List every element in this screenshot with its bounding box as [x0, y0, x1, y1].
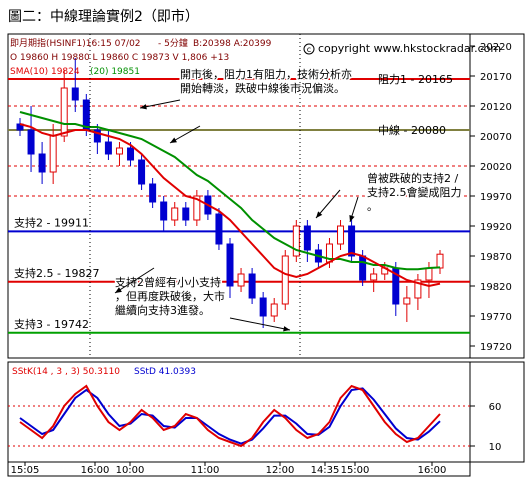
arrow-support25-head — [349, 215, 355, 222]
candle-body — [414, 279, 422, 299]
price-tick-label: 19770 — [480, 312, 512, 323]
annotation-right: 支持2.5會變成阻力 — [367, 185, 462, 199]
candle-body — [303, 225, 311, 251]
stoch-tick-label: 10 — [489, 442, 502, 453]
candle-body — [270, 303, 278, 317]
candle-body — [348, 225, 356, 257]
candle-body — [248, 273, 256, 299]
arrow-support3 — [229, 317, 291, 331]
time-tick-label: 14:35 — [311, 465, 340, 476]
candle-body — [337, 225, 345, 245]
candle-body — [93, 129, 101, 143]
copyright-symbol: c — [307, 45, 311, 54]
stoch-axis-frame — [469, 361, 525, 463]
sma20-label: (20) 19851 — [90, 67, 140, 77]
annotation-top: 開市後，阻力1有阻力，技術分析亦 — [180, 67, 352, 81]
stoch-k-line — [19, 384, 441, 448]
time-tick-label: 12:00 — [266, 465, 295, 476]
header-bid-ask: B:20398 A:20399 — [193, 39, 272, 49]
sma10-label: SMA(10) 19824 — [10, 67, 80, 77]
candle-body — [71, 87, 79, 101]
header-ohlc: O 19860 H 19880 L 19860 C 19873 V 1,806 … — [10, 53, 229, 63]
candle-body — [104, 141, 112, 155]
level-label: 支持3 - 19742 — [14, 317, 89, 331]
price-tick-label: 20120 — [480, 102, 512, 113]
arrow-midline-head — [170, 137, 177, 143]
time-tick-label: 15:00 — [341, 465, 370, 476]
stoch-tick-label: 60 — [489, 402, 502, 413]
candle-body — [182, 207, 190, 221]
arrow-support2-b-head — [115, 287, 122, 293]
candle-body — [193, 195, 201, 221]
arrow-resistance — [139, 99, 181, 109]
candle-body — [436, 253, 444, 269]
time-axis-frame — [7, 461, 471, 477]
candle-body — [215, 213, 223, 245]
level-label: 支持2 - 19911 — [14, 215, 89, 229]
price-tick-label: 19720 — [480, 342, 512, 353]
time-tick-label: 10:00 — [116, 465, 145, 476]
time-tick-label: 11:00 — [191, 465, 220, 476]
time-tick-label: 16:00 — [81, 465, 110, 476]
price-tick-label: 19820 — [480, 282, 512, 293]
candle-body — [259, 297, 267, 317]
time-tick-label: 15:05 — [11, 465, 40, 476]
candle-body — [171, 207, 179, 221]
candle-body — [359, 255, 367, 281]
price-tick-label: 20070 — [480, 132, 512, 143]
level-label: 中線 - 20080 — [378, 123, 446, 137]
stoch-d-label: SStD 41.0393 — [134, 367, 196, 377]
candle-body — [27, 129, 35, 155]
arrow-support2-b — [114, 267, 155, 294]
candle-body — [149, 183, 157, 203]
page-title: 圖二：中線理論實例2（即市） — [8, 9, 199, 25]
time-tick-label: 16:00 — [418, 465, 447, 476]
candle-body — [49, 135, 57, 173]
annotation-bottom: 支持2曾經有小小支持 — [115, 275, 221, 289]
price-tick-label: 20020 — [480, 162, 512, 173]
price-tick-label: 19870 — [480, 252, 512, 263]
candle-body — [237, 273, 245, 287]
copyright-text: copyright www.hkstockradar.com — [318, 42, 501, 55]
copyright-icon — [303, 43, 315, 55]
annotation-top: 開始轉淡，跌破中線後市況偏淡。 — [180, 81, 345, 95]
candle-body — [403, 297, 411, 305]
candle-body — [138, 159, 146, 185]
candle-body — [226, 243, 234, 287]
candle-body — [160, 201, 168, 221]
price-axis-frame — [469, 33, 525, 359]
header-symbol: 即月期指(HSINF1)16:15 07/02 — [10, 37, 141, 49]
header-interval: - 5分鐘 — [158, 37, 188, 49]
candle-body — [281, 255, 289, 305]
candle-body — [370, 273, 378, 281]
price-tick-label: 20220 — [480, 42, 512, 53]
candle-body — [425, 267, 433, 281]
annotation-bottom: ，但再度跌破後，大市 — [115, 289, 225, 303]
candle-body — [38, 153, 46, 173]
annotation-right: 。 — [367, 200, 378, 213]
stoch-plot-frame — [7, 361, 471, 463]
candle-body — [60, 87, 68, 137]
candle-body — [127, 147, 135, 161]
annotation-bottom: 繼續向支持3進發。 — [115, 303, 210, 317]
stoch-k-label: SStK(14 , 3 , 3) 50.3110 — [12, 367, 120, 377]
arrow-support3-head — [283, 326, 290, 332]
candle-body — [115, 147, 123, 155]
annotation-right: 曾被跌破的支持2 / — [367, 171, 458, 185]
arrow-resistance-head — [140, 104, 147, 110]
level-label: 支持2.5 - 19827 — [14, 266, 99, 280]
level-label: 阻力1 - 20165 — [378, 73, 453, 86]
price-tick-label: 20170 — [480, 72, 512, 83]
price-tick-label: 19920 — [480, 222, 512, 233]
arrow-support2-head — [316, 211, 323, 218]
price-tick-label: 19970 — [480, 192, 512, 203]
candle-body — [292, 225, 300, 257]
